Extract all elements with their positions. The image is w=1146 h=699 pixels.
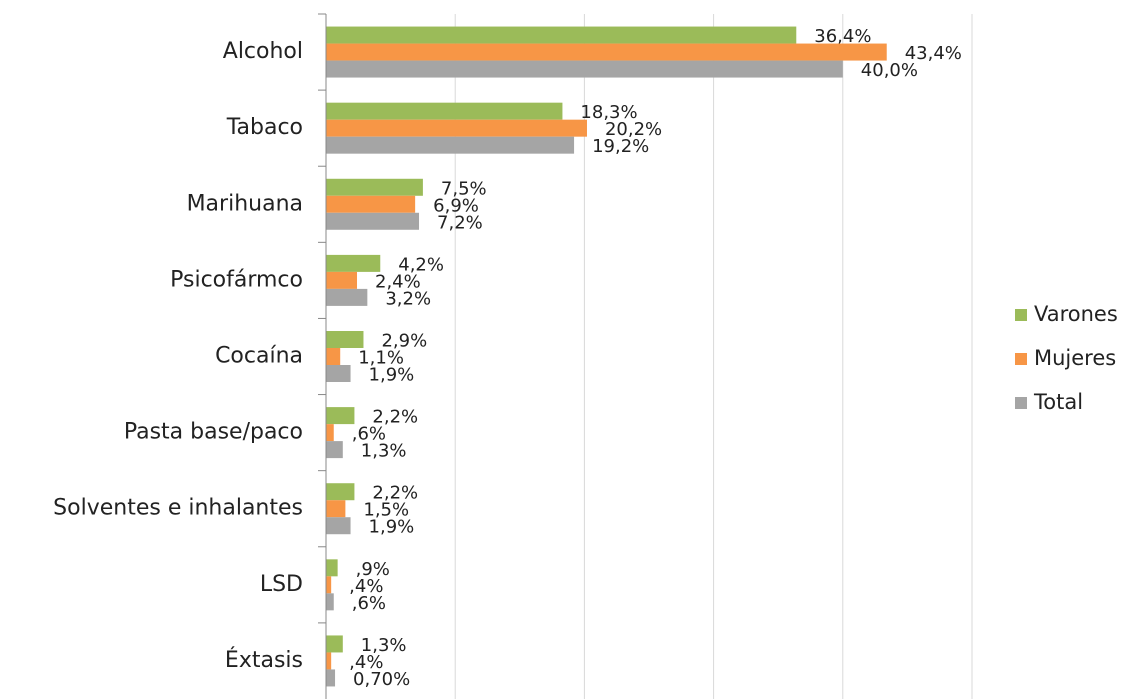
bar xyxy=(326,424,334,442)
y-tick-label: Psicofármco xyxy=(170,267,303,292)
data-label: 18,3% xyxy=(580,102,637,123)
legend-swatch xyxy=(1015,353,1027,365)
data-label: 4,2% xyxy=(398,254,444,275)
y-tick-label: Solventes e inhalantes xyxy=(53,496,303,521)
bar xyxy=(326,635,343,653)
data-label: 1,5% xyxy=(363,500,409,521)
bar xyxy=(326,669,336,687)
legend-label: Varones xyxy=(1034,302,1118,326)
data-label: 1,1% xyxy=(358,348,404,369)
data-label: 19,2% xyxy=(592,136,649,157)
data-label: ,4% xyxy=(349,652,383,673)
legend-swatch xyxy=(1015,397,1027,409)
bar xyxy=(326,178,423,196)
data-label: 40,0% xyxy=(861,60,918,81)
data-label: ,4% xyxy=(349,576,383,597)
y-tick-label: Cocaína xyxy=(215,344,303,369)
data-label: 2,2% xyxy=(372,407,418,428)
bar xyxy=(326,136,575,154)
data-label: 1,9% xyxy=(369,517,415,538)
data-label: 7,5% xyxy=(441,178,487,199)
y-tick-label: Tabaco xyxy=(226,115,303,140)
data-label: 2,4% xyxy=(375,271,421,292)
bar xyxy=(326,119,587,137)
data-label: ,6% xyxy=(352,424,386,445)
data-label: 3,2% xyxy=(385,288,431,309)
bar xyxy=(326,593,334,611)
data-label: 1,3% xyxy=(361,441,407,462)
data-label: ,6% xyxy=(352,593,386,614)
bar xyxy=(326,559,338,577)
data-label: 2,9% xyxy=(381,331,427,352)
data-label: 6,9% xyxy=(433,195,479,216)
data-label: 43,4% xyxy=(905,43,962,64)
data-label: 0,70% xyxy=(353,669,410,690)
data-label: ,9% xyxy=(356,559,390,580)
bar xyxy=(326,331,364,348)
data-label: 20,2% xyxy=(605,119,662,140)
bar xyxy=(326,195,416,213)
bar xyxy=(326,576,332,594)
legend-swatch xyxy=(1015,309,1027,321)
y-tick-label: Pasta base/paco xyxy=(124,420,303,445)
bar xyxy=(326,288,368,306)
legend-label: Total xyxy=(1033,390,1083,414)
bar xyxy=(326,407,355,425)
data-label: 1,9% xyxy=(369,365,415,386)
bar xyxy=(326,43,887,61)
y-tick-label: LSD xyxy=(260,572,303,597)
bar xyxy=(326,254,381,272)
data-label: 1,3% xyxy=(361,635,407,656)
y-tick-label: Éxtasis xyxy=(225,647,303,673)
bar xyxy=(326,348,341,365)
bar xyxy=(326,500,346,518)
bar xyxy=(326,26,797,44)
bar xyxy=(326,652,332,670)
data-label: 7,2% xyxy=(437,212,483,233)
bar xyxy=(326,483,355,501)
bar xyxy=(326,102,563,120)
y-tick-label: Alcohol xyxy=(223,39,303,64)
y-tick-label: Marihuana xyxy=(187,191,303,216)
bar xyxy=(326,271,358,289)
bar xyxy=(326,60,843,78)
bar xyxy=(326,517,351,535)
bar xyxy=(326,212,420,230)
data-label: 36,4% xyxy=(814,26,871,47)
legend-label: Mujeres xyxy=(1034,346,1116,370)
data-label: 2,2% xyxy=(372,483,418,504)
bar xyxy=(326,441,343,459)
bar xyxy=(326,365,351,382)
